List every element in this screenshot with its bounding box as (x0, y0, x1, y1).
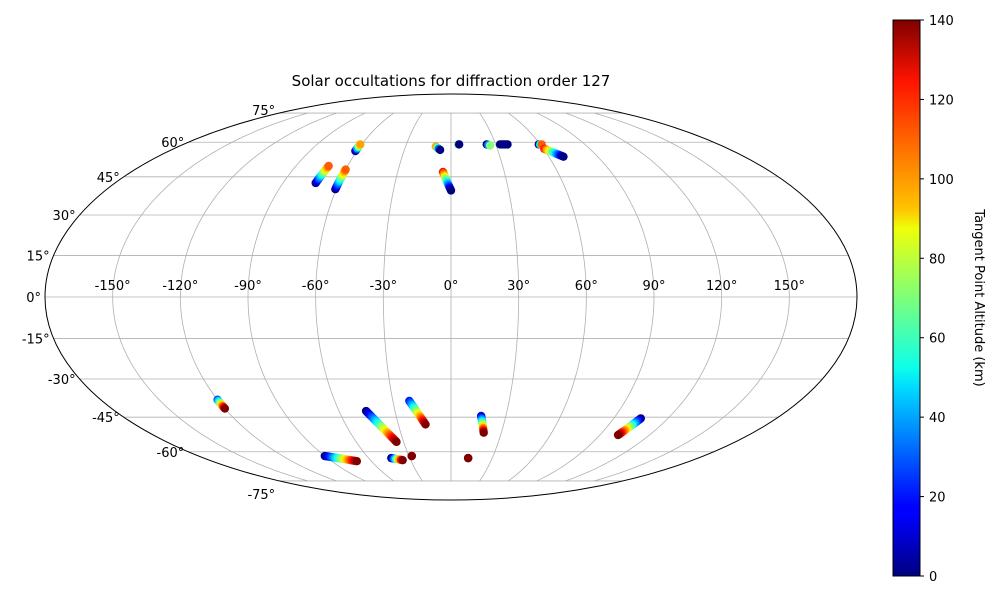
colorbar-tick-label: 100 (929, 173, 954, 188)
longitude-tick-label: -90° (234, 279, 262, 294)
longitude-tick-label: 0° (444, 279, 459, 294)
latitude-tick-label: 0° (26, 291, 41, 306)
occultation-point (356, 140, 365, 149)
latitude-tick-label: 15° (27, 249, 50, 264)
occultation-point (613, 430, 623, 440)
graticule-grid (45, 112, 857, 482)
longitude-tick-label: 150° (774, 279, 805, 294)
latitude-tick-label: -45° (92, 411, 120, 426)
colorbar-tick-label: 140 (929, 14, 954, 29)
longitude-tick-label: 90° (642, 279, 665, 294)
longitude-tick-label: -150° (95, 279, 131, 294)
meridian-line (594, 112, 790, 482)
latitude-tick-label: -15° (22, 333, 50, 348)
meridian-line (179, 112, 337, 482)
occultation-point (435, 145, 445, 155)
occultation-point (463, 453, 473, 463)
colorbar-tick-label: 20 (929, 491, 946, 506)
occultation-point (352, 456, 362, 466)
longitude-tick-label: -60° (302, 279, 330, 294)
occultation-point (479, 428, 488, 437)
chart-title: Solar occultations for diffraction order… (292, 72, 611, 90)
colorbar-tick-label: 120 (929, 93, 954, 108)
meridian-line (565, 112, 723, 482)
occultation-point (407, 451, 416, 461)
meridian-line (315, 112, 394, 482)
map-outline (44, 93, 858, 501)
meridian-line (536, 112, 655, 482)
longitude-tick-label: 30° (507, 279, 530, 294)
occultation-point (324, 161, 333, 171)
occultation-point (421, 420, 430, 429)
occultation-point (446, 186, 456, 195)
occultation-point (485, 141, 495, 150)
meridian-line (247, 112, 366, 482)
colorbar-label: Tangent Point Altitude (km) (971, 208, 986, 386)
colorbar-tick-label: 0 (929, 570, 937, 585)
colorbar-tick-label: 40 (929, 411, 946, 426)
meridian-line (382, 112, 423, 482)
occultation-point (398, 455, 407, 465)
latitude-tick-label: -60° (157, 446, 185, 461)
latitude-tick-label: 75° (252, 104, 275, 119)
colorbar: 0 20 40 60 80 100 120 140 Tangent Point Altitud… (892, 14, 986, 585)
occultation-point (220, 404, 230, 413)
meridian-line (508, 112, 587, 482)
latitude-tick-label: 60° (161, 136, 184, 151)
colorbar-tick-label: 80 (929, 252, 946, 267)
latitude-tick-label: 30° (53, 209, 76, 224)
colorbar-ticks: 0 20 40 60 80 100 120 140 (920, 14, 954, 585)
occultation-point (454, 140, 464, 149)
latitude-tick-label: -75° (247, 488, 275, 503)
longitude-tick-label: 60° (575, 279, 598, 294)
colorbar-tick-label: 60 (929, 332, 946, 347)
latitude-tick-label: -30° (48, 373, 76, 388)
occultation-point (559, 152, 568, 161)
colorbar-gradient (892, 19, 921, 577)
meridian-line (112, 112, 308, 482)
occultation-point (392, 437, 401, 447)
longitude-tick-labels: -150° -120° -90° -60° -30° 0° 30° 60° 90° 120° 150… (95, 279, 805, 294)
longitude-tick-label: 120° (706, 279, 737, 294)
longitude-tick-label: -120° (162, 279, 198, 294)
meridian-line (479, 112, 520, 482)
occultation-point (341, 165, 350, 174)
latitude-tick-labels: -75° -60° -45° -30° -15° 0° 15° 30° 45° 60° 75° (22, 104, 275, 503)
longitude-tick-label: -30° (369, 279, 397, 294)
occultation-points (213, 140, 646, 466)
occultation-point (503, 140, 512, 149)
latitude-tick-label: 45° (97, 171, 120, 186)
